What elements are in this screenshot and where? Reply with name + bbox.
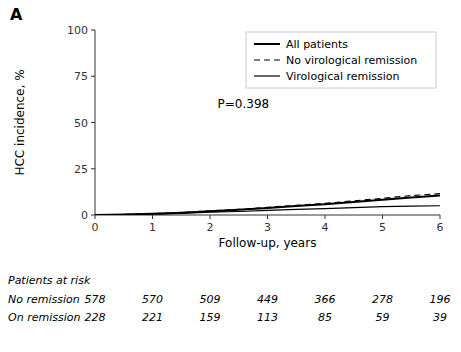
x-tick-label: 2	[207, 221, 214, 234]
series-line	[95, 196, 440, 215]
x-tick	[95, 215, 96, 219]
annotation: P=0.398	[218, 97, 270, 111]
risk-count: 278	[372, 293, 393, 306]
risk-count: 221	[142, 311, 163, 324]
risk-count: 113	[257, 311, 278, 324]
plot-area	[95, 194, 440, 215]
risk-count: 196	[430, 293, 451, 306]
y-tick	[91, 215, 95, 216]
series-line	[95, 206, 440, 215]
y-tick	[91, 30, 95, 31]
legend-swatch	[254, 75, 280, 76]
x-tick-label: 5	[379, 221, 386, 234]
y-tick-label: 25	[74, 163, 88, 176]
legend-swatch	[254, 59, 280, 60]
title: A	[10, 5, 23, 24]
legend-entry: Virological remission	[286, 70, 400, 83]
x-tick-label: 0	[92, 221, 99, 234]
risk-count: 85	[318, 311, 332, 324]
x-axis-label: Follow-up, years	[219, 236, 317, 250]
x-tick	[267, 215, 268, 219]
x-tick	[152, 215, 153, 219]
y-tick-label: 75	[74, 70, 88, 83]
risk-count: 570	[142, 293, 163, 306]
y-axis-label: HCC incidence, %	[13, 69, 27, 175]
x-tick-label: 3	[264, 221, 271, 234]
x-tick	[382, 215, 383, 219]
risk-table-title: Patients at risk	[8, 274, 91, 287]
risk-count: 59	[376, 311, 390, 324]
risk-count: 159	[200, 311, 221, 324]
x-tick	[440, 215, 441, 219]
risk-count: 578	[85, 293, 106, 306]
x-tick-label: 1	[149, 221, 156, 234]
x-tick-label: 6	[437, 221, 444, 234]
legend-swatch	[254, 43, 280, 45]
x-tick-label: 4	[322, 221, 329, 234]
risk-count: 39	[433, 311, 447, 324]
risk-count: 449	[257, 293, 278, 306]
y-tick-label: 0	[81, 209, 88, 222]
y-tick	[91, 122, 95, 123]
y-tick	[91, 168, 95, 169]
risk-count: 366	[315, 293, 336, 306]
legend-entry: No virological remission	[286, 54, 417, 67]
legend: All patients No virological remission Viro…	[246, 32, 436, 88]
legend-entry: All patients	[286, 38, 348, 51]
y-tick-label: 100	[67, 24, 88, 37]
risk-table: Patients at risk No remission 578 570 509 449…	[8, 274, 451, 324]
legend-box	[246, 32, 436, 88]
y-tick	[91, 76, 95, 77]
risk-count: 509	[200, 293, 221, 306]
risk-row-label: On remission	[8, 311, 80, 324]
x-tick	[325, 215, 326, 219]
series-line	[95, 194, 440, 215]
risk-row-label: No remission	[8, 293, 80, 306]
x-tick	[210, 215, 211, 219]
y-tick-label: 50	[74, 117, 88, 130]
chart: A 0 25 50 75 100 0 1 2 3 4 5 6 Follow-up, years HCC in…	[0, 0, 461, 352]
risk-count: 228	[85, 311, 106, 324]
